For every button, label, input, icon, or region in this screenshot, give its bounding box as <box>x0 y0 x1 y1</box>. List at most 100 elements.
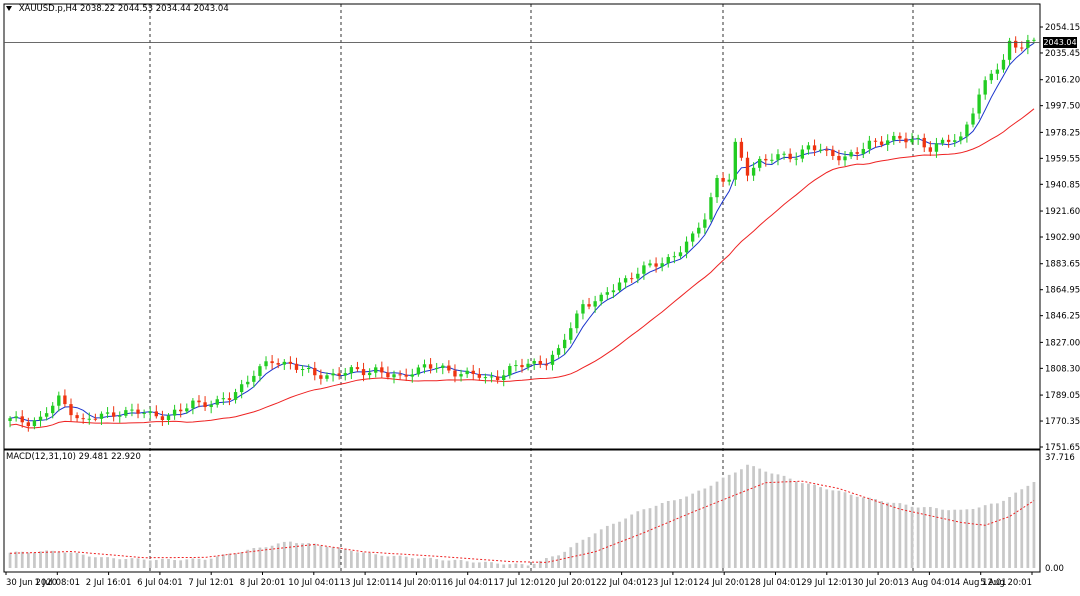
candle-body <box>148 411 152 413</box>
candle-body <box>142 412 146 414</box>
candle <box>666 254 670 268</box>
candle <box>678 246 683 259</box>
candle-body <box>703 219 707 228</box>
time-tick-label: 22 Jul 04:01 <box>596 578 647 588</box>
candle-body <box>867 140 872 149</box>
candle <box>709 192 713 223</box>
candle-body <box>87 418 91 420</box>
candle <box>849 149 853 160</box>
candle-body <box>715 177 719 198</box>
candle <box>111 406 116 422</box>
candle <box>758 156 762 172</box>
candle-body <box>477 374 482 378</box>
candle <box>179 403 183 418</box>
price-tick-label: 1827.00 <box>1045 338 1080 348</box>
candle <box>538 355 542 369</box>
candle-body <box>416 367 421 375</box>
candle <box>307 364 311 373</box>
candle <box>239 379 244 399</box>
candle-body <box>953 140 957 142</box>
candle <box>672 251 677 264</box>
candle <box>8 416 12 428</box>
price-tick-label: 1883.65 <box>1045 260 1080 270</box>
candle <box>581 299 585 320</box>
time-tick-label: 7 Jul 12:01 <box>188 578 234 588</box>
candle-body <box>544 364 549 366</box>
candle <box>879 136 884 148</box>
candle-body <box>1020 47 1024 49</box>
candle <box>934 137 939 158</box>
price-tick-label: 1789.05 <box>1045 391 1080 401</box>
candle <box>422 359 427 374</box>
candle-body <box>233 392 238 400</box>
candle <box>562 333 567 355</box>
candle-body <box>111 412 116 417</box>
candle-body <box>453 370 457 377</box>
slow-moving-average <box>9 108 1035 429</box>
candle-body <box>8 418 12 421</box>
candle-body <box>812 145 817 151</box>
candle <box>57 391 61 412</box>
time-tick-label: 8 Jul 20:01 <box>240 578 286 588</box>
candle-body <box>160 416 165 421</box>
candle-body <box>20 416 24 423</box>
candle <box>75 412 79 423</box>
candle <box>782 151 786 160</box>
candle-body <box>1026 40 1030 48</box>
candle-body <box>508 366 512 376</box>
candle-body <box>788 153 792 160</box>
candle <box>569 322 573 344</box>
candle-body <box>270 361 274 364</box>
candle <box>1020 41 1024 52</box>
candle <box>806 142 811 155</box>
candle-body <box>550 354 555 365</box>
candle-body <box>252 375 256 382</box>
candle-body <box>57 395 61 406</box>
candle-body <box>355 367 360 370</box>
candle-body <box>191 400 195 409</box>
candle <box>831 145 835 160</box>
candle <box>514 360 518 372</box>
candle <box>233 388 238 404</box>
candle <box>605 287 610 300</box>
candle <box>367 368 372 380</box>
candle-body <box>520 365 524 368</box>
price-tick-label: 1959.55 <box>1045 154 1080 164</box>
main-pane-border <box>3 3 1041 450</box>
candle <box>63 389 67 407</box>
candle-body <box>855 152 859 154</box>
candle-body <box>428 364 433 369</box>
chevron-down-icon[interactable] <box>6 6 12 11</box>
time-tick-label: 14 Jul 20:01 <box>391 578 442 588</box>
candle-body <box>203 402 207 408</box>
candle-body <box>977 94 981 114</box>
candle <box>14 411 18 422</box>
candle <box>715 174 719 203</box>
candle <box>959 131 963 145</box>
macd-header: MACD(12,31,10) 29.481 22.920 <box>6 452 141 462</box>
candle <box>940 137 945 146</box>
candle <box>69 398 73 422</box>
signal-line <box>9 480 1035 563</box>
candle-body <box>38 416 43 421</box>
candle <box>800 145 805 163</box>
candle-body <box>916 137 920 139</box>
candle <box>593 295 597 313</box>
candle-body <box>246 381 250 385</box>
candle-body <box>965 124 969 137</box>
candle <box>946 134 951 148</box>
candle <box>873 138 878 148</box>
time-tick-label: 13 Jul 12:01 <box>340 578 391 588</box>
candle <box>898 132 902 144</box>
candle <box>904 132 908 149</box>
candle <box>971 107 975 128</box>
candle-body <box>361 369 366 376</box>
candle-body <box>556 348 561 355</box>
candle <box>136 403 140 419</box>
candle-body <box>831 149 835 156</box>
time-tick-label: 24 Jul 20:01 <box>699 578 750 588</box>
candle <box>343 367 347 381</box>
candle-body <box>605 292 610 295</box>
